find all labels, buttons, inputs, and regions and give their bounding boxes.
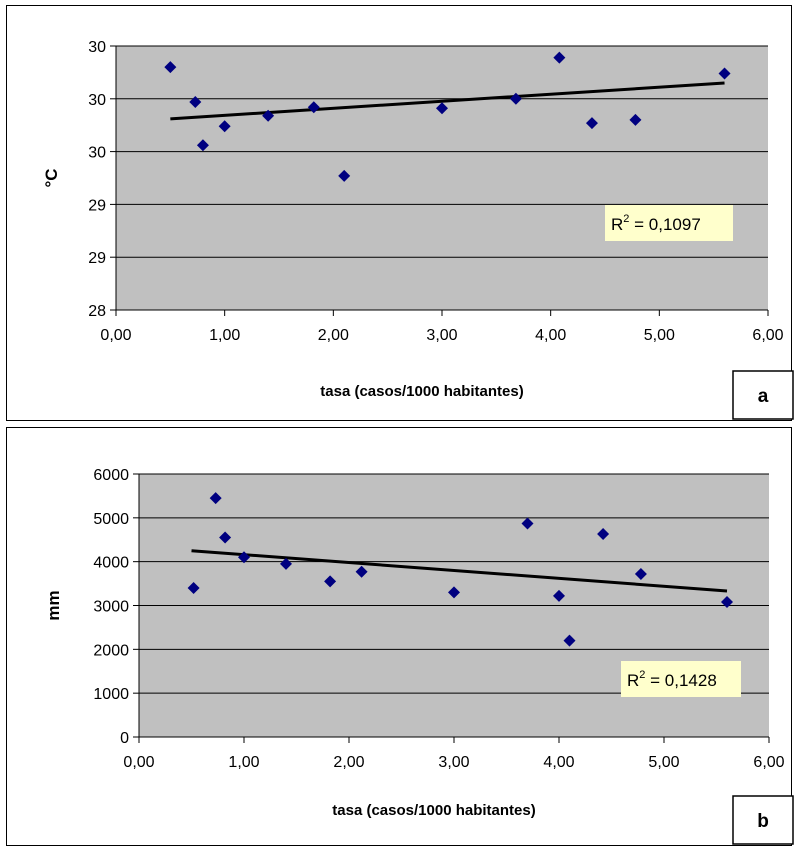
panel-a-x-tick-label: 5,00	[644, 327, 675, 344]
panel-b-x-tick-label: 5,00	[648, 754, 679, 771]
panel-b-data-point	[553, 589, 565, 602]
panel-a-letter-box	[732, 370, 794, 420]
panel-b-r2-box	[621, 661, 741, 697]
panel-b-x-tick-label: 3,00	[438, 754, 469, 771]
panel-a-plot-area	[116, 46, 768, 310]
panel-a-panel-letter: a	[758, 386, 769, 407]
panel-b-data-point	[280, 557, 292, 570]
panel-a-data-point	[164, 61, 177, 74]
panel-a-r2-label: R2 = 0,1097	[611, 213, 701, 234]
panel-b-data-point	[209, 492, 222, 505]
chart-panel-a: 28 29 29 30 30 30 0,00 1,00 2,00 3,00 4,00 5,00 6,00…	[6, 5, 794, 421]
panel-b-panel-letter: b	[757, 811, 769, 832]
panel-a-x-axis-title: tasa (casos/1000 habitantes)	[320, 383, 523, 400]
panel-b-data-point	[521, 517, 534, 530]
panel-a-trendline	[170, 81, 725, 121]
panel-b-y-tick-label: 0	[120, 730, 129, 747]
panel-b-y-tick-label: 3000	[93, 599, 129, 616]
panel-b-data-point	[324, 575, 337, 588]
panel-a-x-tick-label: 0,00	[100, 327, 131, 344]
panel-b-y-tick-label: 4000	[93, 555, 129, 572]
panel-a-x-tick-label: 1,00	[209, 327, 240, 344]
panel-a-y-tick-label: 29	[88, 250, 106, 267]
panel-b-data-point	[721, 595, 733, 608]
panel-a-y-tick-label: 29	[88, 197, 106, 214]
panel-b-y-tick-label: 5000	[93, 511, 129, 528]
panel-b-letter-box	[732, 795, 794, 845]
panel-a-y-tick-label: 30	[88, 92, 106, 109]
panel-a-data-point	[718, 67, 731, 80]
panel-b-x-tick-label: 1,00	[228, 754, 259, 771]
panel-a-data-point	[262, 109, 275, 122]
panel-b-y-tick-label: 6000	[93, 467, 129, 484]
panel-b-r2-label: R2 = 0,1428	[627, 669, 717, 690]
panel-b-x-tick-label: 4,00	[543, 754, 574, 771]
panel-a-y-axis-title: °C	[42, 168, 61, 187]
scatter-chart-a: 28 29 29 30 30 30 0,00 1,00 2,00 3,00 4,00 5,00 6,00…	[42, 39, 794, 420]
panel-b-data-point	[219, 531, 232, 544]
panel-b-x-tick-label: 6,00	[753, 754, 784, 771]
panel-b-trendline	[191, 549, 728, 593]
panel-a-x-tick-label: 4,00	[535, 327, 566, 344]
panel-b-x-tick-label: 0,00	[123, 754, 154, 771]
panel-b-y-axis-title: mm	[44, 590, 63, 620]
panel-b-data-point	[355, 565, 368, 578]
panel-a-data-point	[585, 117, 598, 130]
panel-a-x-tick-label: 2,00	[318, 327, 349, 344]
scatter-chart-b: 0 1000 2000 3000 4000 5000 6000 0,00 1,00 2,00 3,0…	[44, 467, 794, 845]
panel-a-data-point	[196, 139, 209, 152]
panel-b-data-point	[563, 634, 576, 647]
panel-a-x-tick-label: 3,00	[426, 327, 457, 344]
panel-a-y-tick-label: 30	[88, 145, 106, 162]
panel-b-data-point	[238, 551, 250, 564]
chart-panel-b: 0 1000 2000 3000 4000 5000 6000 0,00 1,00 2,00 3,0…	[6, 427, 794, 846]
panel-a-data-point	[307, 101, 320, 114]
panel-b-y-tick-label: 2000	[93, 642, 129, 659]
panel-b-x-axis-title: tasa (casos/1000 habitantes)	[332, 802, 535, 819]
panel-a-data-point	[436, 102, 448, 115]
panel-a-data-point	[629, 113, 642, 126]
panel-b-x-tick-label: 2,00	[333, 754, 364, 771]
panel-b-y-tick-label: 1000	[93, 686, 129, 703]
panel-a-r2-box	[605, 205, 733, 241]
panel-a-x-tick-label: 6,00	[752, 327, 783, 344]
panel-b-data-point	[448, 586, 460, 599]
panel-a-data-point	[553, 51, 566, 64]
panel-a-y-tick-label: 30	[88, 39, 106, 56]
panel-a-data-point	[189, 95, 202, 108]
panel-b-data-point	[634, 567, 647, 580]
panel-b-data-point	[187, 581, 200, 594]
panel-b-data-point	[597, 528, 610, 541]
panel-a-y-tick-label: 28	[88, 303, 106, 320]
panel-a-data-point	[338, 169, 351, 182]
panel-a-data-point	[218, 120, 231, 133]
